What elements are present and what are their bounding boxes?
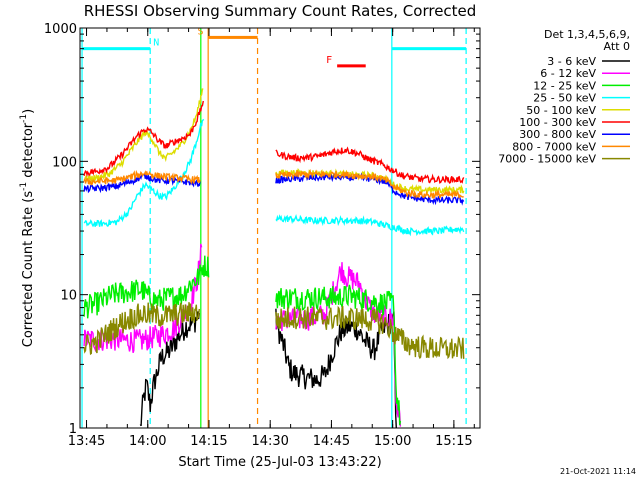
legend-label-800-7000-kev: 800 - 7000 keV xyxy=(512,140,596,153)
series-7000-15000-kev xyxy=(83,302,465,360)
timestamp: 21-Oct-2021 11:14 xyxy=(560,467,636,476)
x-tick-label: 14:15 xyxy=(190,434,227,449)
legend-label-300-800-kev: 300 - 800 keV xyxy=(519,128,596,141)
flag-bars: N S F xyxy=(82,26,467,68)
x-axis-label: Start Time (25-Jul-03 13:43:22) xyxy=(178,455,381,470)
series-layer xyxy=(83,88,465,429)
y-tick-label: 10 xyxy=(60,289,77,304)
flag-label-f: F xyxy=(326,55,332,66)
y-tick-label: 1 xyxy=(69,422,77,437)
flag-label-n: N xyxy=(153,38,159,49)
legend-header: Att 0 xyxy=(604,40,630,53)
y-axis-label: Corrected Count Rate (s-1 detector-1) xyxy=(19,109,36,347)
y-tick-label: 100 xyxy=(52,155,77,170)
series-3-6-kev xyxy=(139,308,397,429)
x-tick-label: 13:45 xyxy=(68,434,105,449)
legend-header: Det 1,3,4,5,6,9, xyxy=(544,28,630,41)
legend-label-50-100-kev: 50 - 100 keV xyxy=(526,104,596,117)
vertical-markers xyxy=(81,28,467,428)
flag-label-s: S xyxy=(198,26,204,37)
flag-bar-n-0 xyxy=(82,47,151,51)
series-800-7000-kev xyxy=(83,168,464,200)
series-12-25-kev xyxy=(83,255,402,426)
plot-frame xyxy=(79,27,481,429)
series-25-50-kev xyxy=(83,118,465,237)
legend-label-25-50-kev: 25 - 50 keV xyxy=(533,92,596,105)
x-tick-label: 15:00 xyxy=(374,434,411,449)
x-tick-label: 14:30 xyxy=(251,434,288,449)
chart-title: RHESSI Observing Summary Count Rates, Co… xyxy=(84,2,477,20)
x-tick-label: 14:00 xyxy=(129,434,166,449)
y-tick-label: 1000 xyxy=(44,22,77,37)
flag-bar-f-0 xyxy=(337,64,366,68)
legend-label-3-6-kev: 3 - 6 keV xyxy=(547,55,596,68)
legend-label-12-25-kev: 12 - 25 keV xyxy=(533,79,596,92)
legend-label-100-300-kev: 100 - 300 keV xyxy=(519,116,596,129)
flag-bar-n-1 xyxy=(391,47,467,51)
legend-label-6-12-kev: 6 - 12 keV xyxy=(540,67,596,80)
x-tick-label: 15:15 xyxy=(435,434,472,449)
legend-label-7000-15000-kev: 7000 - 15000 keV xyxy=(498,153,596,166)
x-tick-label: 14:45 xyxy=(313,434,350,449)
flag-bar-s-0 xyxy=(208,35,258,39)
x-axis: 13:45 14:00 14:15 14:30 14:45 15:00 15:15 xyxy=(68,28,475,449)
series-100-300-kev xyxy=(83,100,465,184)
y-axis: 1 10 100 1000 xyxy=(44,22,480,437)
